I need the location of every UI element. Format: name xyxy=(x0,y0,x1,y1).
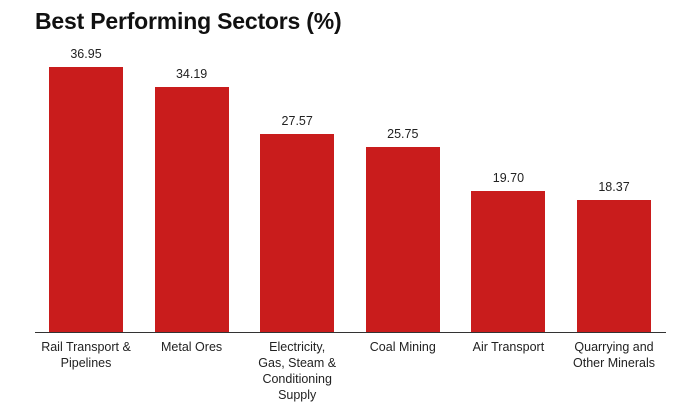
bar xyxy=(260,134,335,332)
bar xyxy=(154,86,229,332)
x-tick-label: Quarrying and Other Minerals xyxy=(573,340,655,370)
data-label: 36.95 xyxy=(70,47,102,61)
data-label: 27.57 xyxy=(281,114,313,129)
x-tick-label: Coal Mining xyxy=(369,340,436,354)
bar xyxy=(471,190,546,332)
x-tick-label: Air Transport xyxy=(472,340,545,354)
bar xyxy=(365,147,440,332)
x-axis-line xyxy=(35,332,666,333)
x-tick-label: Electricity, Gas, Steam & Conditioning S… xyxy=(258,340,337,402)
bar xyxy=(49,67,123,332)
data-label: 18.37 xyxy=(598,180,630,195)
x-tick-label: Metal Ores xyxy=(161,340,223,354)
chart-title: Best Performing Sectors (%) xyxy=(35,8,342,34)
data-label: 19.70 xyxy=(492,170,525,185)
data-label: 34.19 xyxy=(175,66,208,81)
bar xyxy=(577,200,651,332)
data-label: 25.75 xyxy=(387,127,419,142)
x-tick-label: Rail Transport & Pipelines xyxy=(41,340,131,370)
